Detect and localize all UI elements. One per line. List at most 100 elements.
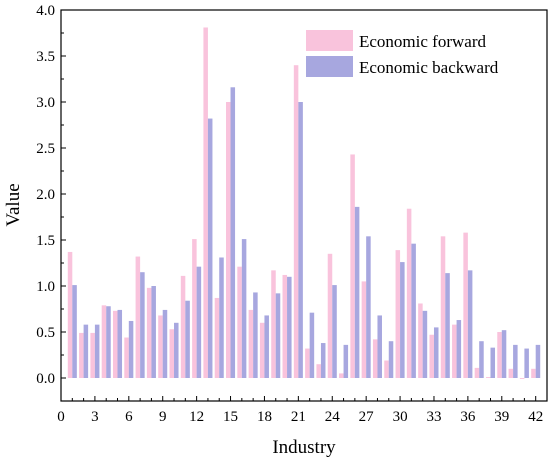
bar-economic-forward-9 [158, 315, 163, 378]
bar-economic-forward-17 [248, 309, 254, 378]
bar-economic-forward-41 [519, 378, 525, 379]
bar-economic-backward-38 [490, 347, 496, 378]
plot-frame [60, 9, 548, 402]
bar-economic-forward-1 [67, 251, 73, 378]
bar-economic-forward-30 [395, 250, 401, 378]
bar-economic-forward-42 [531, 368, 536, 378]
legend-label-economic-forward: Economic forward [359, 32, 486, 51]
x-tick-label: 15 [223, 409, 238, 425]
bar-economic-backward-32 [422, 310, 428, 378]
bar-economic-backward-12 [196, 266, 202, 378]
bar-economic-backward-3 [94, 324, 100, 378]
bar-economic-forward-35 [452, 324, 457, 378]
x-tick-label: 6 [125, 409, 133, 425]
x-tick-label: 39 [494, 409, 509, 425]
bar-economic-backward-14 [219, 257, 224, 378]
bar-economic-backward-30 [400, 262, 405, 378]
bar-economic-backward-24 [332, 285, 337, 378]
bar-economic-backward-40 [513, 344, 518, 378]
bar-economic-backward-2 [83, 324, 89, 378]
bar-economic-forward-15 [226, 102, 231, 378]
bar-economic-backward-36 [467, 270, 473, 378]
bar-economic-forward-2 [79, 332, 84, 378]
bars-layer [67, 27, 541, 379]
bar-economic-forward-36 [463, 232, 468, 378]
bar-economic-backward-41 [524, 348, 529, 378]
bar-economic-backward-27 [366, 236, 371, 378]
bar-economic-forward-6 [124, 337, 129, 378]
x-tick-label: 18 [257, 409, 272, 425]
bar-economic-forward-16 [237, 266, 242, 378]
bar-economic-forward-39 [497, 332, 502, 378]
x-tick-label: 21 [291, 409, 306, 425]
x-tick-label: 33 [426, 409, 441, 425]
bar-economic-backward-29 [388, 341, 394, 378]
bar-economic-forward-38 [485, 377, 491, 378]
bar-economic-forward-24 [327, 253, 333, 378]
y-tick-label: 3.5 [36, 49, 55, 65]
x-axis-title: Industry [272, 437, 336, 458]
x-tick-label: 30 [393, 409, 408, 425]
bar-economic-backward-39 [501, 330, 507, 378]
bar-economic-forward-3 [90, 332, 95, 378]
bar-economic-forward-26 [350, 154, 355, 378]
bar-economic-backward-4 [106, 306, 111, 378]
bar-economic-backward-35 [456, 320, 462, 378]
bar-economic-backward-33 [433, 327, 439, 378]
bar-economic-forward-21 [293, 65, 299, 378]
bar-economic-forward-19 [271, 270, 276, 378]
y-tick-label: 0.0 [36, 371, 55, 387]
bar-economic-forward-22 [305, 348, 310, 378]
y-tick-label: 4.0 [36, 3, 55, 19]
bar-economic-forward-32 [418, 303, 423, 378]
x-tick-label: 42 [528, 409, 543, 425]
bar-economic-forward-34 [440, 236, 446, 378]
bar-economic-forward-10 [169, 329, 175, 378]
bar-economic-forward-20 [282, 274, 288, 378]
bar-economic-backward-22 [309, 312, 315, 378]
bar-economic-forward-25 [339, 373, 344, 378]
x-tick-label: 9 [159, 409, 167, 425]
bar-economic-forward-7 [135, 256, 141, 378]
bar-economic-backward-16 [241, 239, 247, 378]
legend: Economic forward Economic backward [306, 30, 499, 77]
bar-economic-forward-33 [429, 334, 434, 378]
bar-economic-backward-23 [320, 343, 326, 378]
y-tick-label: 1.5 [36, 233, 55, 249]
bar-economic-backward-26 [354, 206, 360, 378]
y-tick-label: 1.0 [36, 279, 55, 295]
bar-economic-backward-5 [117, 309, 123, 378]
bar-economic-backward-31 [411, 243, 416, 378]
bar-economic-forward-37 [474, 367, 480, 378]
x-tick-label: 12 [189, 409, 204, 425]
bar-economic-forward-8 [146, 287, 152, 378]
bar-economic-forward-29 [384, 360, 389, 378]
x-tick-label: 3 [91, 409, 99, 425]
bar-economic-forward-28 [372, 339, 378, 378]
bar-economic-backward-20 [287, 276, 292, 378]
x-tick-label: 36 [460, 409, 476, 425]
bar-economic-forward-13 [203, 27, 208, 378]
bar-economic-backward-28 [377, 315, 382, 378]
y-tick-label: 3.0 [36, 95, 55, 111]
bar-economic-forward-4 [101, 305, 107, 378]
legend-label-economic-backward: Economic backward [359, 58, 499, 77]
bar-economic-forward-5 [112, 310, 118, 378]
legend-swatch-economic-forward [306, 30, 353, 51]
y-axis: 0.0 0.5 1.0 1.5 2.0 2.5 3.0 3.5 4.0 [36, 3, 66, 402]
bar-economic-backward-18 [264, 315, 269, 378]
y-tick-label: 0.5 [36, 325, 55, 341]
y-tick-label: 2.5 [36, 141, 55, 157]
bar-economic-backward-6 [128, 320, 134, 378]
bar-economic-backward-10 [174, 322, 179, 378]
bar-economic-forward-14 [214, 297, 220, 378]
bar-economic-forward-11 [180, 275, 186, 378]
x-tick-label: 0 [57, 409, 65, 425]
bar-economic-forward-31 [406, 208, 412, 378]
bar-economic-backward-13 [207, 118, 213, 378]
y-tick-label: 2.0 [36, 187, 55, 203]
x-axis: 0 3 6 9 12 15 18 21 24 27 30 33 36 39 42 [57, 396, 548, 425]
x-tick-label: 24 [325, 409, 341, 425]
x-tick-label: 27 [359, 409, 375, 425]
